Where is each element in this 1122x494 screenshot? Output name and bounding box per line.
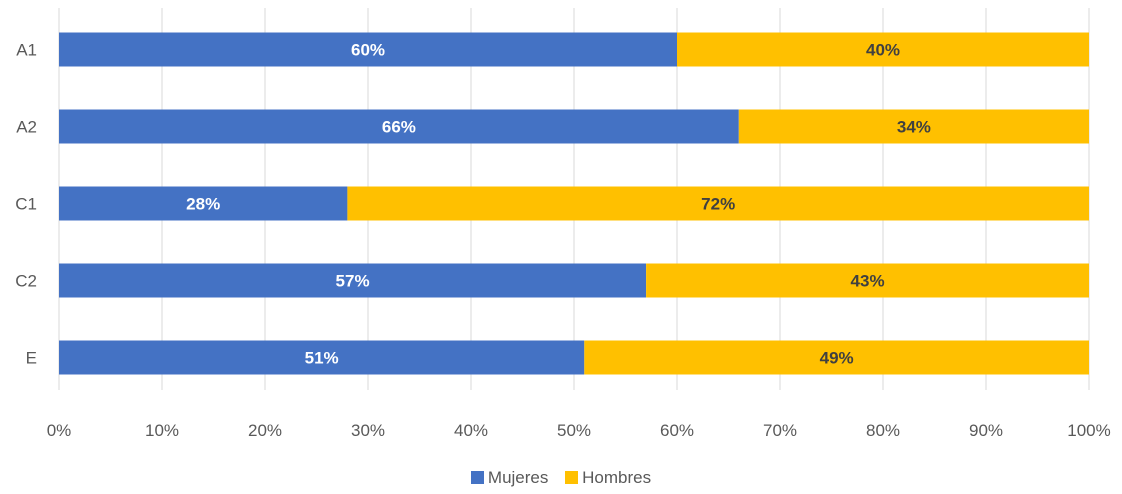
bars	[59, 32, 1089, 375]
x-tick-label: 20%	[248, 421, 282, 440]
x-tick-label: 100%	[1067, 421, 1110, 440]
bar-mujeres	[59, 32, 677, 67]
x-tick-label: 40%	[454, 421, 488, 440]
legend-swatch-mujeres	[470, 471, 484, 484]
category-label: A2	[16, 118, 37, 137]
category-label: C2	[15, 272, 37, 291]
data-label: 57%	[336, 272, 370, 291]
data-label: 43%	[851, 272, 885, 291]
x-tick-label: 30%	[351, 421, 385, 440]
data-label: 49%	[820, 349, 854, 368]
bar-mujeres	[59, 340, 585, 375]
bar-hombres	[584, 340, 1089, 375]
bar-mujeres	[59, 109, 739, 144]
bar-hombres	[347, 186, 1089, 221]
legend: Mujeres Hombres	[0, 468, 1122, 488]
category-label: A1	[16, 41, 37, 60]
bar-hombres	[738, 109, 1089, 144]
category-labels: A1 A2 C1 C2 E	[15, 41, 37, 368]
category-label: C1	[15, 195, 37, 214]
bar-mujeres	[59, 263, 647, 298]
x-tick-label: 0%	[47, 421, 72, 440]
legend-item-hombres: Hombres	[565, 468, 651, 488]
x-tick-label: 70%	[763, 421, 797, 440]
data-label: 66%	[382, 118, 416, 137]
legend-label-hombres: Hombres	[582, 468, 652, 487]
data-label: 40%	[866, 41, 900, 60]
bar-mujeres	[59, 186, 348, 221]
bar-hombres	[677, 32, 1089, 67]
bar-hombres	[646, 263, 1089, 298]
bar-labels: 60% 40% 66% 34% 28% 72% 57% 43% 51% 49%	[186, 41, 931, 368]
x-tick-labels: 0% 10% 20% 30% 40% 50% 60% 70% 80% 90% 100%	[47, 421, 1111, 440]
data-label: 72%	[701, 195, 735, 214]
x-tick-label: 50%	[557, 421, 591, 440]
category-label: E	[26, 349, 37, 368]
legend-label-mujeres: Mujeres	[487, 468, 549, 487]
legend-item-mujeres: Mujeres	[470, 468, 549, 488]
x-tick-label: 90%	[969, 421, 1003, 440]
data-label: 34%	[897, 118, 931, 137]
x-tick-label: 80%	[866, 421, 900, 440]
x-tick-label: 60%	[660, 421, 694, 440]
x-tick-label: 10%	[145, 421, 179, 440]
legend-swatch-hombres	[565, 471, 579, 484]
data-label: 51%	[305, 349, 339, 368]
data-label: 60%	[351, 41, 385, 60]
data-label: 28%	[186, 195, 220, 214]
